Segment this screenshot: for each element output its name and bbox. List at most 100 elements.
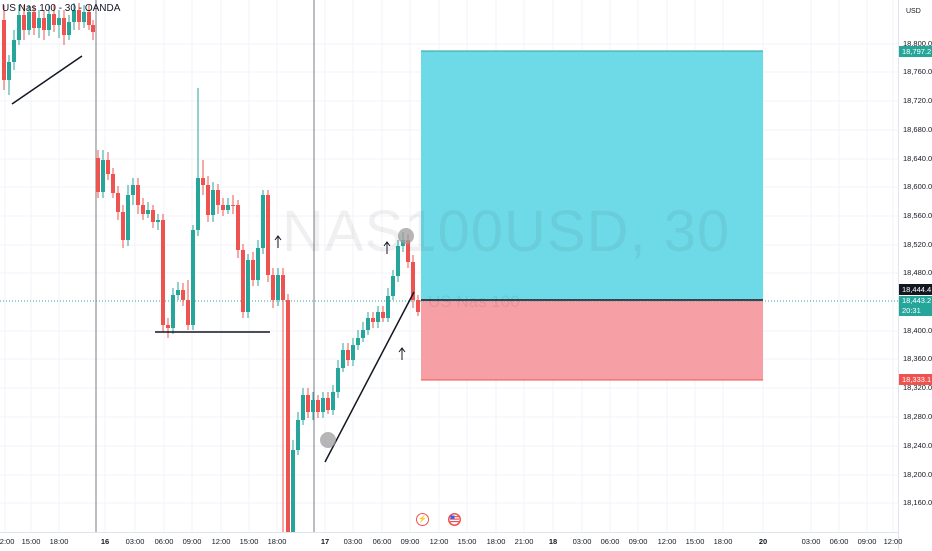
price-plot[interactable] [0,0,898,532]
trendline [11,55,83,105]
chart-area[interactable]: NAS100USD, 30 US Nas 100 US Nas 100 - 30… [0,0,898,532]
candle-body [111,174,115,193]
trendline [324,291,415,463]
candle-body [376,312,380,322]
price-tick: 18,720.0 [903,96,932,105]
candle-body [47,14,51,30]
candle-body [191,230,195,325]
candle-body [231,205,235,206]
candle-body [261,195,265,248]
candle-body [37,18,41,28]
candle-body [32,12,36,28]
time-tick: 20 [758,537,768,546]
candle-body [221,205,225,210]
time-tick: 06:00 [154,537,174,546]
symbol-title[interactable]: US Nas 100 - 30 - OANDA [2,3,121,14]
candle-body [256,248,260,280]
time-tick: 09:00 [182,537,202,546]
candle-body [121,212,125,240]
candle-body [291,450,295,532]
price-tick: 18,600.0 [903,182,932,191]
candles [2,3,420,532]
time-tick: 15:00 [21,537,41,546]
candle-body [241,250,245,312]
time-tick: 03:00 [572,537,592,546]
candle-body [411,262,415,300]
candle-body [131,185,135,195]
candle-body [151,210,155,222]
candle-body [77,10,81,22]
candle-body [62,18,66,35]
candle-body [271,275,275,300]
price-tick: 18,800.0 [903,39,932,48]
price-tick: 18,400.0 [903,326,932,335]
candle-body [416,300,420,312]
flash-event-icon[interactable]: ⚡ [416,513,429,526]
arrow-head [383,241,391,247]
candle-body [341,350,345,368]
candle-body [366,318,370,330]
candle-body [201,178,205,185]
time-tick: 17 [320,537,330,546]
candle-body [196,178,200,230]
candle-body [176,290,180,295]
price-tick: 18,240.0 [903,441,932,450]
time-tick: 06:00 [829,537,849,546]
last-price-value: 18,443.2 [902,296,932,305]
time-tick: 18:00 [713,537,733,546]
candle-body [301,395,305,420]
candle-body [406,240,410,262]
us-flag-event-icon[interactable] [448,513,461,526]
time-tick: 15:00 [457,537,477,546]
drawings[interactable] [11,55,415,463]
price-axis[interactable] [898,0,932,550]
candle-body [206,185,210,215]
candle-body [141,205,145,214]
price-tick: 18,480.0 [903,268,932,277]
candle-body [321,398,325,412]
candle-body [346,350,350,360]
time-axis[interactable] [0,532,898,551]
candle-body [136,185,140,205]
stop-price-label: 18,333.1 [899,374,932,385]
time-tick: 18 [548,537,558,546]
candle-body [22,15,26,30]
candle-body [326,398,330,410]
time-tick: 03:00 [125,537,145,546]
last-price-label: 18,443.2 20:31 [899,296,932,316]
candle-body [106,160,110,174]
time-tick: 06:00 [600,537,620,546]
target-price-label: 18,797.2 [899,46,932,57]
candle-body [171,295,175,328]
candle-body [57,18,61,25]
candle-body [186,300,190,325]
long-position-tool[interactable] [0,50,898,381]
candle-body [181,290,185,300]
candle-body [276,275,280,300]
currency-label[interactable]: USD [906,8,921,15]
candle-body [72,10,76,22]
candle-body [306,395,310,412]
candle-body [146,210,150,214]
candle-body [166,325,170,328]
candle-body [116,193,120,212]
candle-body [211,190,215,215]
candle-body [27,12,31,30]
candle-body [311,400,315,412]
candle-body [251,260,255,280]
candle-body [67,22,71,35]
time-tick: 09:00 [857,537,877,546]
candle-body [52,14,56,25]
price-tick: 18,680.0 [903,125,932,134]
candle-body [12,40,16,62]
candle-body [101,160,105,192]
time-tick: 09:00 [400,537,420,546]
candle-body [281,275,285,300]
candle-body [236,205,240,250]
candle-body [371,318,375,322]
candle-body [17,15,21,40]
candle-body [246,260,250,312]
time-tick: 21:00 [514,537,534,546]
time-tick: 15:00 [239,537,259,546]
circle-marker [320,432,336,448]
